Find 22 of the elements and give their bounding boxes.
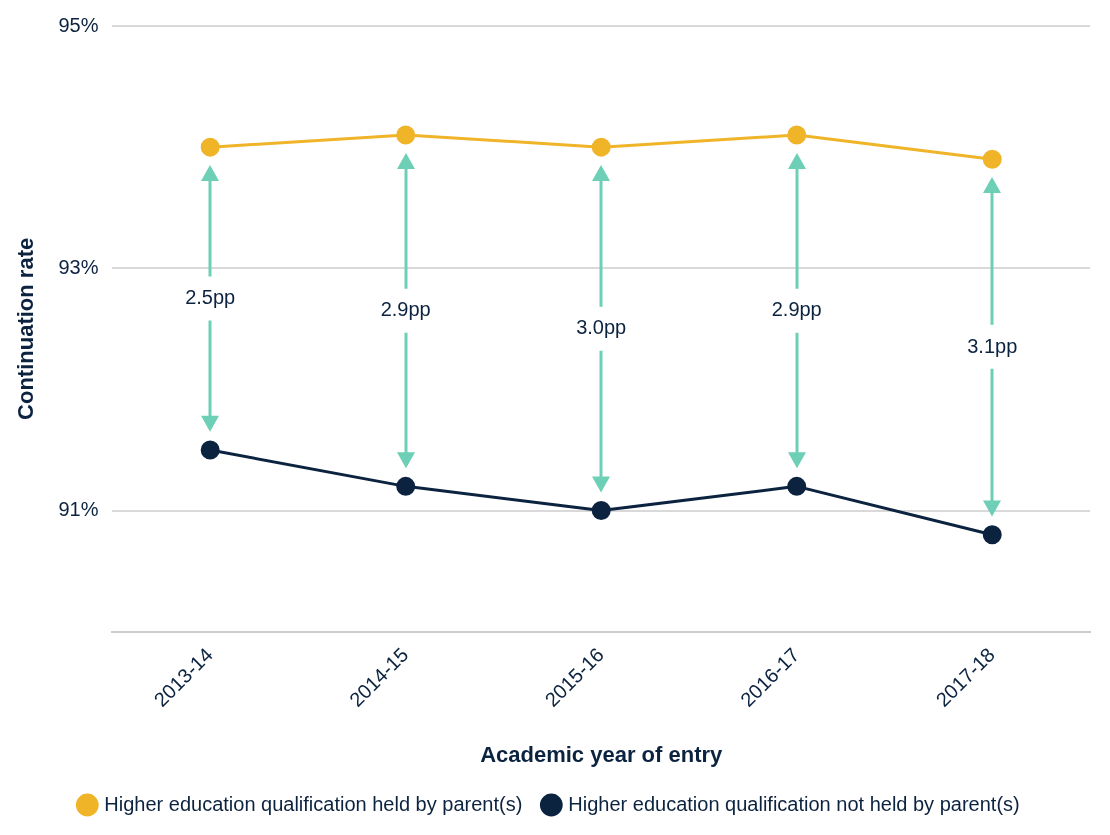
point: [982, 525, 1002, 545]
point: [591, 137, 611, 157]
annotation: 3.1pp: [967, 334, 1018, 357]
y-tick-label: 93%: [58, 255, 99, 278]
point: [787, 476, 807, 496]
y-tick-label: 91%: [58, 498, 99, 521]
point: [200, 440, 220, 460]
point: [982, 149, 1002, 169]
annotation: 3.0pp: [576, 316, 627, 339]
point: [200, 137, 220, 157]
point: [591, 501, 611, 521]
annotation: 2.9pp: [380, 298, 431, 321]
point: [396, 476, 416, 496]
annotation: 2.5pp: [185, 286, 236, 309]
y-axis-title: Continuation rate: [13, 237, 39, 420]
x-axis-title: Academic year of entry: [480, 741, 724, 767]
legend-label: Higher education qualification not held by parent(s): [568, 792, 1020, 815]
point: [787, 125, 807, 145]
annotation: 2.9pp: [771, 298, 822, 321]
legend-label: Higher education qualification held by parent(s): [104, 792, 523, 815]
point: [396, 125, 416, 145]
y-tick-label: 95%: [58, 13, 99, 36]
